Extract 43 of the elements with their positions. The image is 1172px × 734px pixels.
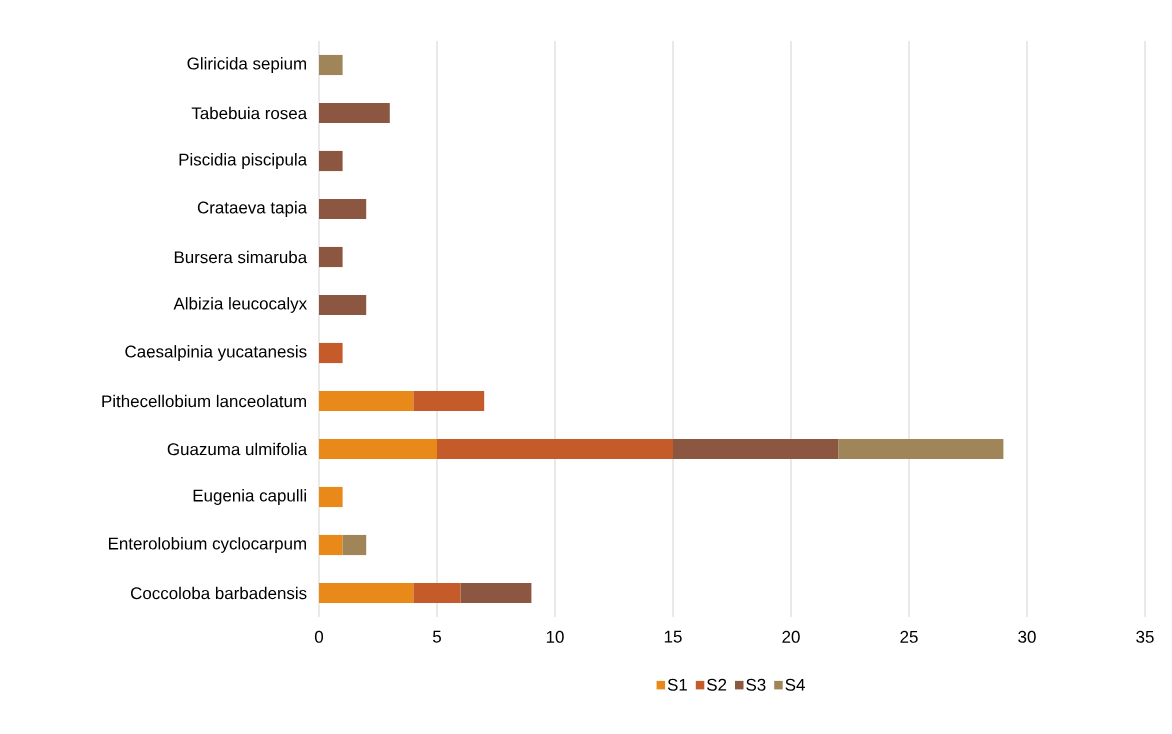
- bar: [413, 582, 461, 604]
- x-tick-label: 25: [900, 630, 918, 643]
- y-tick-label: Coccoloba barbadensis: [131, 586, 307, 600]
- bar: [319, 582, 414, 604]
- x-tick-label: 15: [664, 630, 682, 643]
- bar: [413, 390, 485, 412]
- legend-label: S1: [667, 678, 687, 691]
- y-tick-label: Pithecellobium lanceolatum: [102, 394, 306, 408]
- bar: [319, 150, 343, 172]
- y-tick-label: Tabebuia rosea: [191, 106, 308, 120]
- x-tick-label: 10: [546, 630, 564, 643]
- bar: [319, 54, 343, 76]
- bar: [319, 390, 414, 412]
- x-tick-label: 0: [314, 630, 324, 643]
- bar: [319, 294, 367, 316]
- bar: [673, 438, 839, 460]
- y-tick-label: Bursera simaruba: [174, 250, 308, 264]
- x-tick-label: 30: [1018, 630, 1036, 643]
- bar: [319, 534, 343, 556]
- x-tick-label: 5: [432, 630, 441, 643]
- legend-label: S3: [746, 678, 766, 691]
- y-tick-label: Guazuma ulmifolia: [167, 442, 308, 456]
- bar: [319, 102, 390, 124]
- y-tick-label: Piscidia piscipula: [179, 153, 308, 169]
- x-tick-label: 20: [782, 630, 800, 643]
- y-tick-label: Albizia leucocalyx: [173, 297, 307, 313]
- y-tick-label: Caesalpinia yucatanesis: [125, 345, 307, 361]
- bar: [319, 438, 437, 460]
- bar: [838, 438, 1004, 460]
- legend-label: S2: [707, 678, 727, 691]
- bar: [319, 198, 367, 220]
- bar: [319, 246, 343, 268]
- y-tick-label: Crataeva tapia: [197, 201, 308, 217]
- y-tick-label: Gliricida sepium: [187, 57, 306, 73]
- x-tick-label: 35: [1136, 630, 1154, 643]
- y-tick-label: Enterolobium cyclocarpum: [108, 537, 306, 553]
- bar: [342, 534, 367, 556]
- bar: [460, 582, 532, 604]
- bar: [437, 438, 673, 460]
- legend-label: S4: [785, 678, 805, 691]
- y-tick-label: Eugenia capulli: [193, 489, 306, 505]
- bar: [319, 486, 343, 508]
- bar: [319, 342, 343, 364]
